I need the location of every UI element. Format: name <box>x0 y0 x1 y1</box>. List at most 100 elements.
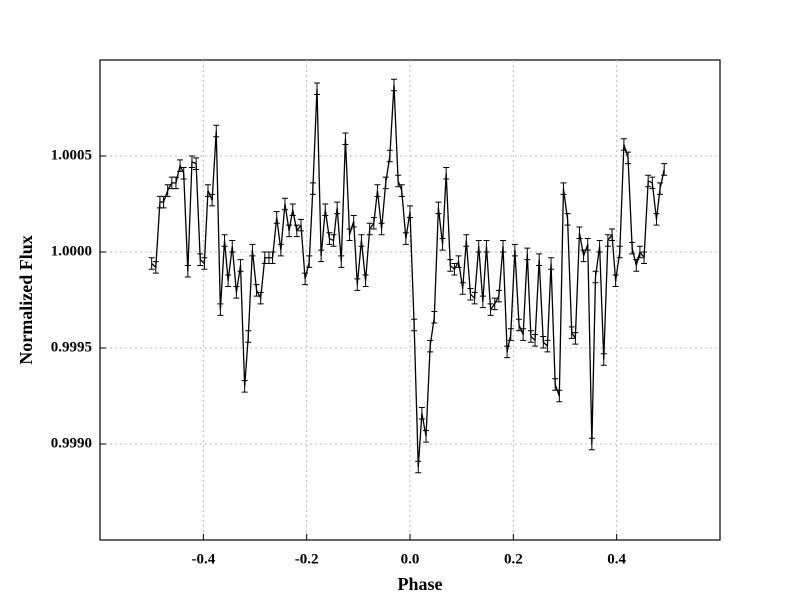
error-bar <box>245 330 252 343</box>
error-bar <box>516 318 523 332</box>
error-bar <box>564 213 571 226</box>
error-bar <box>588 437 595 451</box>
error-bar <box>277 243 284 257</box>
error-bar <box>326 232 333 245</box>
error-bar <box>471 291 478 305</box>
x-tick-label: -0.2 <box>295 551 319 567</box>
error-bar <box>229 239 236 253</box>
error-bar <box>495 289 502 303</box>
x-tick-label: 0.0 <box>401 551 420 567</box>
error-bar <box>237 259 244 272</box>
error-bar <box>576 226 583 240</box>
error-bar <box>633 259 640 272</box>
error-bar <box>504 345 511 359</box>
y-tick-label: 0.9990 <box>51 435 92 451</box>
error-bar <box>556 389 563 403</box>
error-bar <box>427 339 434 353</box>
error-bar <box>520 328 527 341</box>
error-bar <box>411 318 418 332</box>
error-bar <box>309 182 316 195</box>
error-bar <box>390 78 397 92</box>
error-bar <box>314 82 320 96</box>
y-tick-label: 1.0005 <box>51 147 92 163</box>
error-bar <box>269 251 276 265</box>
error-bar <box>330 234 337 247</box>
error-bar <box>536 253 543 266</box>
error-bar <box>463 234 470 247</box>
error-bar <box>604 234 611 247</box>
error-bar <box>609 228 616 241</box>
error-bar <box>180 167 187 180</box>
error-bar <box>636 245 643 259</box>
error-bar <box>354 278 361 291</box>
error-bar <box>306 255 313 268</box>
error-bar <box>257 291 264 305</box>
error-bar <box>152 261 159 274</box>
error-bar <box>334 201 341 215</box>
error-bar <box>358 234 365 247</box>
error-bar <box>249 243 256 257</box>
y-axis-label: Normalized Flux <box>16 235 36 364</box>
error-bar <box>443 167 450 180</box>
error-bar <box>415 460 422 474</box>
error-bar <box>402 232 409 245</box>
error-bar <box>625 151 632 165</box>
error-bar <box>657 182 664 195</box>
error-bar <box>447 259 454 272</box>
error-bar <box>661 163 668 176</box>
error-bar <box>431 311 438 324</box>
error-bar <box>568 326 575 339</box>
error-bar <box>378 222 385 236</box>
data-line <box>151 84 665 468</box>
error-bar <box>584 238 591 251</box>
error-bar <box>362 274 369 288</box>
error-bar <box>346 228 353 241</box>
y-tick-label: 0.9995 <box>51 339 92 355</box>
error-bar <box>423 430 430 443</box>
error-bar <box>382 176 389 190</box>
error-bar <box>338 255 345 268</box>
error-bar <box>172 176 179 190</box>
error-bar <box>293 224 300 238</box>
error-bar <box>439 238 446 251</box>
error-bar <box>612 274 619 288</box>
error-bar <box>204 184 211 197</box>
error-bar <box>322 203 329 217</box>
error-bar <box>649 176 656 190</box>
error-bar <box>418 407 425 420</box>
error-bar <box>370 216 377 230</box>
error-bar <box>491 297 498 311</box>
error-bar <box>600 353 607 366</box>
error-bar <box>233 286 240 299</box>
error-bar <box>386 149 393 163</box>
error-bar <box>164 184 171 197</box>
error-bar <box>548 257 555 270</box>
error-bar <box>524 247 531 261</box>
error-bar <box>616 245 623 259</box>
error-bar <box>592 270 599 284</box>
error-bar <box>407 205 413 218</box>
error-bar <box>318 249 325 263</box>
error-bar <box>342 132 349 145</box>
error-bar <box>641 251 648 265</box>
error-bar <box>297 218 304 232</box>
error-bar <box>527 330 534 343</box>
error-bar <box>435 201 442 215</box>
error-bar <box>302 272 309 286</box>
error-bar <box>455 255 462 268</box>
error-bar <box>532 334 539 347</box>
error-bar <box>483 239 490 253</box>
error-bar <box>273 211 280 224</box>
error-bar <box>507 328 514 341</box>
error-bar <box>374 184 381 197</box>
error-bar <box>653 213 660 226</box>
error-bar <box>629 241 636 255</box>
error-bar <box>193 157 200 170</box>
error-bar <box>475 239 482 253</box>
error-bar <box>467 287 474 301</box>
error-bar <box>209 193 216 207</box>
error-bar <box>459 282 466 295</box>
error-bar <box>148 257 155 270</box>
error-bar <box>511 243 518 257</box>
